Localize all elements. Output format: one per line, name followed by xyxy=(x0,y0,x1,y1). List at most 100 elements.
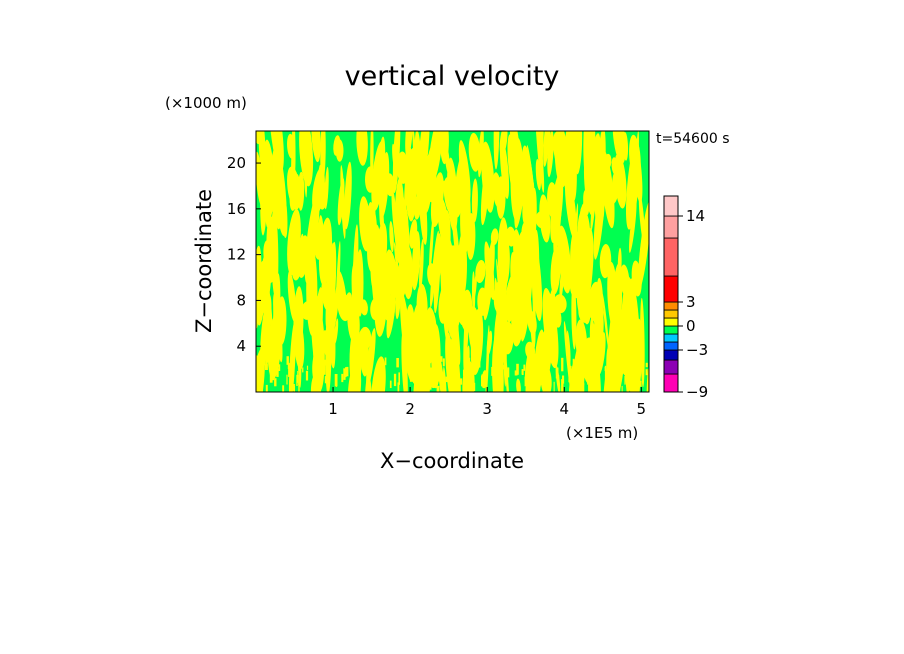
field-streak xyxy=(371,141,386,211)
field-streak xyxy=(483,238,495,321)
field-speckle xyxy=(324,376,327,384)
field-speckle xyxy=(286,356,289,365)
field-speckle xyxy=(568,371,571,383)
field-streak xyxy=(475,259,486,284)
field-streak xyxy=(294,319,305,370)
field-streak xyxy=(521,221,535,277)
field-speckle xyxy=(606,370,610,382)
field-speckle xyxy=(420,385,423,392)
field-streak xyxy=(543,131,552,167)
field-speckle xyxy=(323,365,326,375)
field-speckle xyxy=(634,374,638,386)
field-speckle xyxy=(258,358,260,372)
field-streak xyxy=(386,287,396,339)
field-speckle xyxy=(380,384,382,392)
field-speckle xyxy=(645,362,648,368)
y-axis-label: Z−coordinate xyxy=(192,189,216,333)
colorbar-segment xyxy=(663,275,679,303)
field-streak xyxy=(430,172,444,227)
field-streak xyxy=(586,344,591,385)
field-speckle xyxy=(429,381,432,390)
field-speckle xyxy=(416,380,418,388)
field-streak xyxy=(437,355,446,392)
x-axis-units: (×1E5 m) xyxy=(566,424,638,442)
field-streak xyxy=(428,131,443,184)
field-streak xyxy=(389,221,394,253)
plot-frame xyxy=(255,130,650,393)
field-streak xyxy=(401,332,408,392)
field-speckle xyxy=(464,377,467,388)
field-speckle xyxy=(500,379,503,391)
field-streak xyxy=(507,134,522,212)
field-streak xyxy=(597,332,606,376)
field-speckle xyxy=(349,382,352,391)
field-speckle xyxy=(595,376,597,386)
field-streak xyxy=(470,308,484,376)
field-speckle xyxy=(271,369,275,381)
field-streak xyxy=(317,182,328,210)
field-streak xyxy=(462,360,475,392)
field-streak xyxy=(473,273,477,300)
field-speckle xyxy=(302,367,304,373)
field-streak xyxy=(535,131,545,193)
field-streak xyxy=(280,187,288,238)
colorbar-tick-label: 14 xyxy=(686,207,705,225)
field-streak xyxy=(260,294,272,366)
field-speckle xyxy=(635,383,639,392)
field-streak xyxy=(468,132,481,172)
field-speckle xyxy=(492,382,496,390)
field-streak xyxy=(510,252,524,329)
y-tick-label: 4 xyxy=(236,337,246,355)
field-speckle xyxy=(440,356,443,362)
field-speckle xyxy=(645,369,648,376)
field-streak xyxy=(566,330,571,365)
field-streak xyxy=(366,328,376,388)
field-speckle xyxy=(297,371,299,383)
field-speckle xyxy=(537,361,539,376)
field-speckle xyxy=(516,363,519,375)
field-speckle xyxy=(457,378,460,392)
field-speckle xyxy=(491,366,494,376)
field-speckle xyxy=(346,366,349,377)
field-streak xyxy=(264,268,271,305)
field-speckle xyxy=(514,370,518,376)
field-streak xyxy=(444,145,450,174)
field-streak xyxy=(445,251,458,339)
field-streak xyxy=(449,335,461,392)
colorbar-segment xyxy=(663,359,679,375)
field-streak xyxy=(553,307,562,328)
x-tick-label: 1 xyxy=(328,400,338,418)
field-speckle xyxy=(437,366,439,380)
field-speckle xyxy=(499,366,502,378)
field-streak xyxy=(466,213,476,260)
field-speckle xyxy=(442,358,445,367)
field-speckle xyxy=(422,372,425,379)
field-streak xyxy=(438,281,451,324)
field-speckle xyxy=(296,374,298,386)
field-speckle xyxy=(305,370,309,381)
colorbar-segment xyxy=(663,325,679,335)
field-speckle xyxy=(375,375,378,381)
field-speckle xyxy=(288,362,290,377)
field-streak xyxy=(413,193,422,220)
field-streak xyxy=(344,161,352,230)
field-streak xyxy=(640,297,645,388)
field-streak xyxy=(337,292,351,322)
field-speckle xyxy=(298,384,300,392)
field-speckle xyxy=(581,383,585,392)
field-streak xyxy=(256,261,266,326)
field-streak xyxy=(493,131,500,170)
field-streak xyxy=(310,373,322,392)
y-tick-label: 8 xyxy=(236,291,246,309)
field-streak xyxy=(418,308,428,392)
field-speckle xyxy=(467,357,471,368)
field-streak xyxy=(635,131,639,179)
field-speckle xyxy=(596,381,600,389)
field-streak xyxy=(497,182,504,218)
field-streak xyxy=(409,219,418,249)
field-speckle xyxy=(314,365,318,376)
field-streak xyxy=(602,293,609,350)
field-streak xyxy=(463,296,472,335)
field-speckle xyxy=(455,372,458,378)
field-speckle xyxy=(445,376,448,383)
